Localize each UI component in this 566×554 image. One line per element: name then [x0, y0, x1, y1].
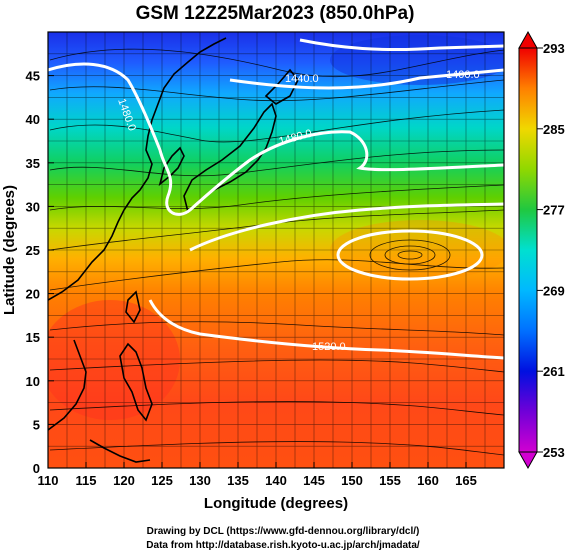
- contour-1400-b: [229, 68, 504, 90]
- contour-1520: [148, 299, 504, 360]
- colorbar-upper-triangle: [518, 30, 538, 49]
- warm-region: [48, 300, 180, 420]
- colorbar-tick-label: 277: [543, 203, 565, 218]
- colorbar-tick-label: 253: [543, 445, 565, 460]
- y-tick-label: 30: [26, 199, 40, 214]
- colorbar-ticks: 293 285 277 269 261 253: [537, 41, 565, 460]
- y-axis-ticks: 0 5 10 15 20 25 30 35 40 45: [26, 69, 54, 476]
- x-tick-label: 115: [76, 473, 97, 488]
- credit-line-2: Data from http://database.rish.kyoto-u.a…: [146, 540, 420, 551]
- y-tick-label: 40: [26, 112, 40, 127]
- y-tick-label: 25: [26, 243, 40, 258]
- x-tick-label: 140: [265, 473, 287, 488]
- x-tick-label: 150: [341, 473, 363, 488]
- colorbar-lower-triangle: [518, 451, 538, 470]
- contour-1520-high: [336, 229, 484, 281]
- colorbar-tick-label: 261: [543, 364, 565, 379]
- contour-1520-north: [189, 202, 504, 252]
- credit-line-1: Drawing by DCL (https://www.gfd-dennou.o…: [146, 526, 420, 537]
- lat-lon-grid: [48, 32, 504, 468]
- x-tick-label: 165: [455, 473, 477, 488]
- philippines: [119, 342, 153, 422]
- colorbar-tick-label: 269: [543, 283, 565, 298]
- japan-islands: [183, 102, 277, 214]
- colorbar-scale: [518, 47, 538, 453]
- y-tick-label: 15: [26, 330, 40, 345]
- x-tick-label: 120: [113, 473, 135, 488]
- x-tick-label: 110: [38, 473, 59, 488]
- x-tick-label: 135: [227, 473, 249, 488]
- contour-1480: [48, 62, 504, 216]
- colorbar: 293 285 277 269 261 253: [518, 30, 565, 470]
- x-tick-label: 145: [303, 473, 325, 488]
- x-axis-label: Longitude (degrees): [204, 495, 348, 512]
- y-tick-label: 5: [33, 417, 40, 432]
- borneo-coast: [89, 439, 151, 463]
- colorbar-tick-label: 293: [543, 41, 565, 56]
- height-contours: [48, 38, 504, 360]
- plot-area: 1400.0 1440.0 1480.0 1480.0 1520.0: [48, 32, 504, 468]
- x-axis-ticks: 110 115 120 125 130 135 140 145 150 155 160 165: [38, 462, 477, 488]
- chart-title: GSM 12Z25Mar2023 (850.0hPa): [136, 3, 415, 24]
- x-tick-label: 130: [189, 473, 211, 488]
- y-tick-label: 45: [26, 69, 40, 84]
- y-tick-label: 0: [33, 461, 40, 476]
- x-tick-label: 125: [151, 473, 173, 488]
- contour-label: 1400.0: [446, 69, 480, 81]
- y-axis-label: Latitude (degrees): [1, 185, 18, 315]
- x-tick-label: 160: [417, 473, 439, 488]
- indochina-coast: [48, 339, 87, 431]
- y-tick-label: 35: [26, 156, 40, 171]
- y-tick-label: 10: [26, 374, 40, 389]
- colorbar-tick-label: 285: [543, 122, 565, 137]
- contour-1400-a: [299, 38, 504, 52]
- y-tick-label: 20: [26, 287, 40, 302]
- contour-label: 1440.0: [285, 73, 319, 85]
- contour-label: 1520.0: [312, 341, 346, 353]
- x-tick-label: 155: [379, 473, 401, 488]
